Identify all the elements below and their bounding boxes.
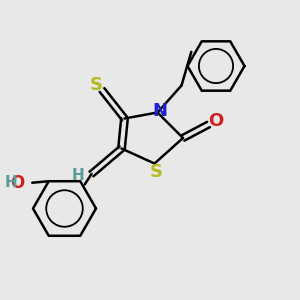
- Text: O: O: [11, 174, 25, 192]
- Text: N: N: [152, 102, 167, 120]
- Text: H: H: [4, 175, 17, 190]
- Text: H: H: [72, 168, 84, 183]
- Text: S: S: [89, 76, 103, 94]
- Text: O: O: [208, 112, 224, 130]
- Text: S: S: [149, 163, 163, 181]
